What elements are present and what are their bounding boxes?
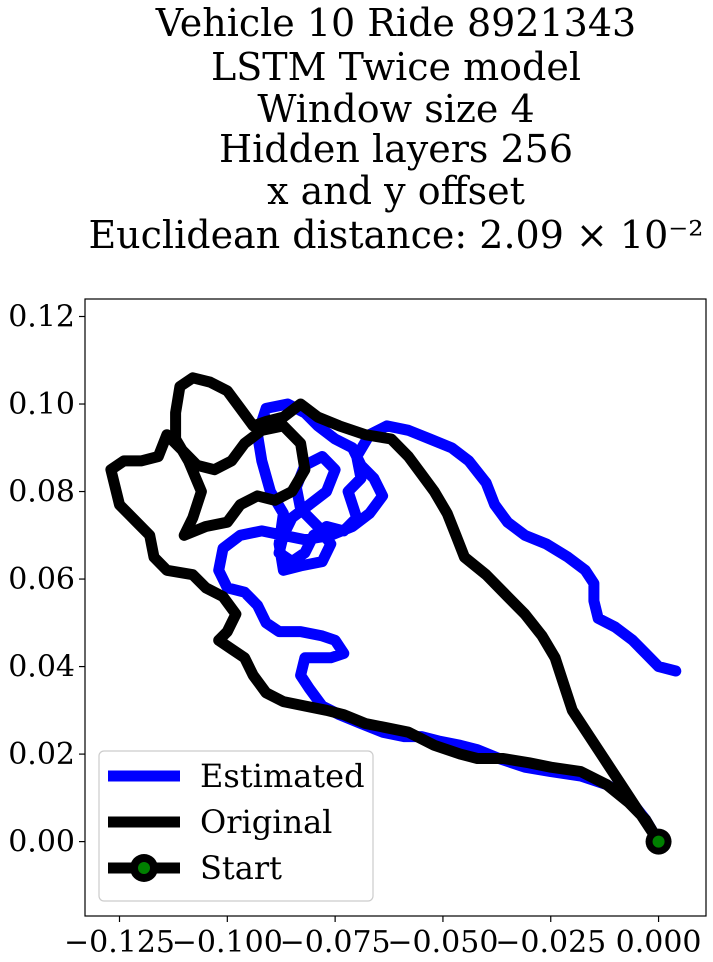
y-tick-label: 0.06 <box>8 562 75 597</box>
title-line-5: x and y offset <box>267 169 525 213</box>
legend-start-marker-inner <box>138 862 150 874</box>
x-tick-label: 0.000 <box>616 925 702 960</box>
legend-label-start: Start <box>200 849 282 887</box>
legend: Estimated Original Start <box>98 750 374 902</box>
y-tick-label: 0.04 <box>8 650 75 685</box>
chart-title: Vehicle 10 Ride 8921343 LSTM Twice model… <box>88 1 703 257</box>
x-tick-label: −0.075 <box>280 925 391 960</box>
start-marker-inner <box>652 835 665 848</box>
plot-frame <box>84 298 707 917</box>
y-tick-label: 0.10 <box>8 387 75 422</box>
y-tick-label: 0.00 <box>8 825 75 860</box>
x-tick-label: −0.100 <box>172 925 283 960</box>
series-line-estimated <box>213 398 682 848</box>
title-line-4: Hidden layers 256 <box>219 127 573 171</box>
series-layer <box>105 372 682 855</box>
title-line-2: LSTM Twice model <box>211 45 581 89</box>
x-axis: −0.125−0.100−0.075−0.050−0.025 0.000 <box>64 916 702 960</box>
title-line-6: Euclidean distance: 2.09 × 10⁻² <box>88 213 703 257</box>
x-tick-label: −0.025 <box>495 925 606 960</box>
y-tick-label: 0.12 <box>8 300 75 335</box>
y-axis: 0.00 0.02 0.04 0.06 0.08 0.10 0.12 <box>8 300 85 860</box>
title-line-3: Window size 4 <box>257 87 534 131</box>
title-line-1: Vehicle 10 Ride 8921343 <box>155 1 636 45</box>
y-tick-label: 0.08 <box>8 475 75 510</box>
legend-label-estimated: Estimated <box>200 757 365 795</box>
x-tick-label: −0.125 <box>64 925 175 960</box>
y-tick-label: 0.02 <box>8 737 75 772</box>
x-tick-label: −0.050 <box>387 925 498 960</box>
series-line-original <box>105 372 665 848</box>
plot-area <box>84 298 707 917</box>
legend-label-original: Original <box>200 803 332 841</box>
